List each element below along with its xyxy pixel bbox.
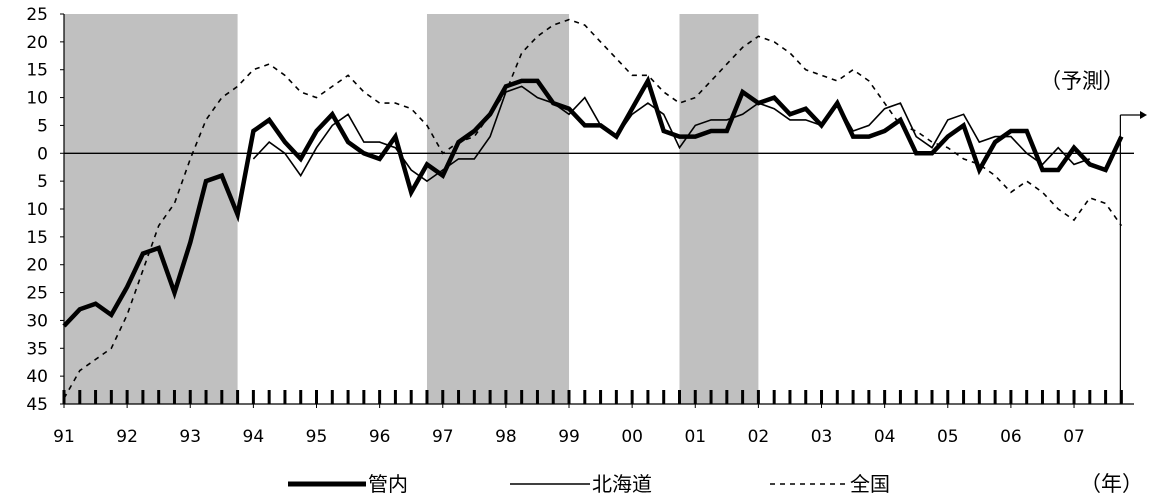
forecast-arrow-head <box>1140 111 1147 119</box>
recession-shading-group <box>64 14 759 404</box>
legend-label-hokkaido: 北海道 <box>592 472 652 496</box>
x-axis: 91 92 93 94 95 96 97 98 99 00 01 02 03 04 05 06 07 <box>53 390 1123 447</box>
y-tick-label: 35 <box>26 339 48 359</box>
recession-shading-2 <box>679 14 759 404</box>
x-tick-label: 93 <box>179 427 201 447</box>
legend: 管内 北海道 全国 <box>288 472 890 496</box>
y-axis: 25 20 15 10 5 0 5 10 15 20 25 30 35 40 45 <box>26 5 64 415</box>
y-tick-label: 20 <box>26 256 48 276</box>
x-tick-label: 94 <box>243 427 265 447</box>
y-tick-label: 10 <box>26 200 48 220</box>
y-tick-label: 20 <box>26 33 48 53</box>
y-tick-label: 15 <box>26 61 48 81</box>
y-tick-label: 5 <box>37 172 48 192</box>
x-tick-label: 06 <box>1000 427 1022 447</box>
x-tick-label: 05 <box>937 427 959 447</box>
legend-label-kannai: 管内 <box>368 472 408 496</box>
x-tick-label: 03 <box>811 427 833 447</box>
x-tick-label: 92 <box>116 427 138 447</box>
y-tick-label: 0 <box>37 144 48 164</box>
series-line-2 <box>63 18 1123 399</box>
y-tick-label: 30 <box>26 311 48 331</box>
y-tick-label: 10 <box>26 89 48 109</box>
y-tick-label: 40 <box>26 367 48 387</box>
x-tick-label: 04 <box>874 427 896 447</box>
series-line-0 <box>62 75 1124 328</box>
y-tick-label: 5 <box>37 116 48 136</box>
x-tick-label: 98 <box>495 427 517 447</box>
x-axis-unit-label: （年） <box>1080 472 1143 496</box>
legend-label-zenkoku: 全国 <box>850 472 890 496</box>
y-tick-label: 45 <box>26 395 48 415</box>
series-line-1 <box>252 85 1091 183</box>
x-tick-label: 91 <box>53 427 75 447</box>
recession-shading-0 <box>64 14 238 404</box>
y-tick-label: 25 <box>26 284 48 304</box>
x-tick-label: 95 <box>306 427 328 447</box>
x-tick-label: 00 <box>621 427 643 447</box>
x-tick-label: 01 <box>684 427 706 447</box>
x-tick-label: 02 <box>748 427 770 447</box>
forecast-marker <box>1119 111 1147 404</box>
forecast-label: （予測） <box>1040 69 1124 93</box>
recession-shading-1 <box>426 14 570 404</box>
x-tick-label: 99 <box>558 427 580 447</box>
y-tick-label: 25 <box>26 5 48 25</box>
x-tick-label: 97 <box>432 427 454 447</box>
series-lines <box>62 18 1124 399</box>
x-tick-label: 96 <box>369 427 391 447</box>
x-tick-label: 07 <box>1063 427 1085 447</box>
y-tick-label: 15 <box>26 228 48 248</box>
